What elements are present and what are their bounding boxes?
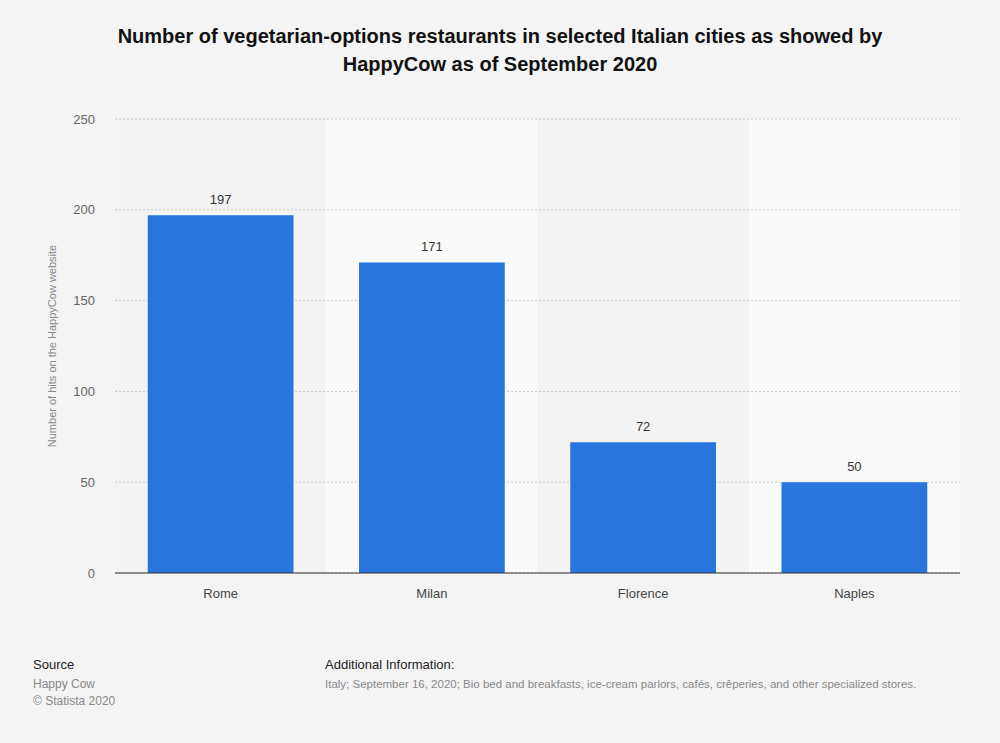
background xyxy=(0,0,1000,743)
chart: Number of vegetarian-options restaurants… xyxy=(0,0,1000,743)
category-band xyxy=(538,119,749,573)
title: Number of vegetarian-options restaurants… xyxy=(118,25,884,75)
source: Happy Cow xyxy=(33,677,95,691)
x-tick-label: Florence xyxy=(618,586,669,601)
y-tick-label: 150 xyxy=(73,293,95,308)
data-label: 50 xyxy=(847,459,861,474)
title-line: Number of vegetarian-options restaurants… xyxy=(118,25,884,47)
x-tick-label: Milan xyxy=(416,586,447,601)
title-line: HappyCow as of September 2020 xyxy=(343,53,658,75)
copyright: © Statista 2020 xyxy=(33,694,116,708)
additional-info: Italy; September 16, 2020; Bio bed and b… xyxy=(325,678,916,690)
data-label: 197 xyxy=(210,192,232,207)
grid-line xyxy=(115,573,960,574)
y-tick-label: 100 xyxy=(73,384,95,399)
bars xyxy=(148,215,928,573)
additional-info-label: Additional Information: xyxy=(325,657,454,672)
data-label: 72 xyxy=(636,419,650,434)
y-tick-label: 50 xyxy=(81,475,95,490)
x-tick-label: Rome xyxy=(203,586,238,601)
x-axis-line xyxy=(115,573,960,574)
source-label: Source xyxy=(33,657,74,672)
y-axis-label: Number of hits on the HappyCow website xyxy=(46,245,58,447)
data-label: 171 xyxy=(421,239,443,254)
category-band xyxy=(749,119,960,573)
bar xyxy=(781,482,927,573)
grid-line xyxy=(115,119,960,120)
bar xyxy=(148,215,294,573)
category-band xyxy=(115,119,326,573)
category-band xyxy=(326,119,537,573)
grid-line xyxy=(115,209,960,210)
bar xyxy=(570,442,716,573)
y-tick-label: 200 xyxy=(73,202,95,217)
y-tick-label: 0 xyxy=(88,566,95,581)
x-tick-label: Naples xyxy=(834,586,875,601)
y-tick-label: 250 xyxy=(73,112,95,127)
bar xyxy=(359,262,505,573)
